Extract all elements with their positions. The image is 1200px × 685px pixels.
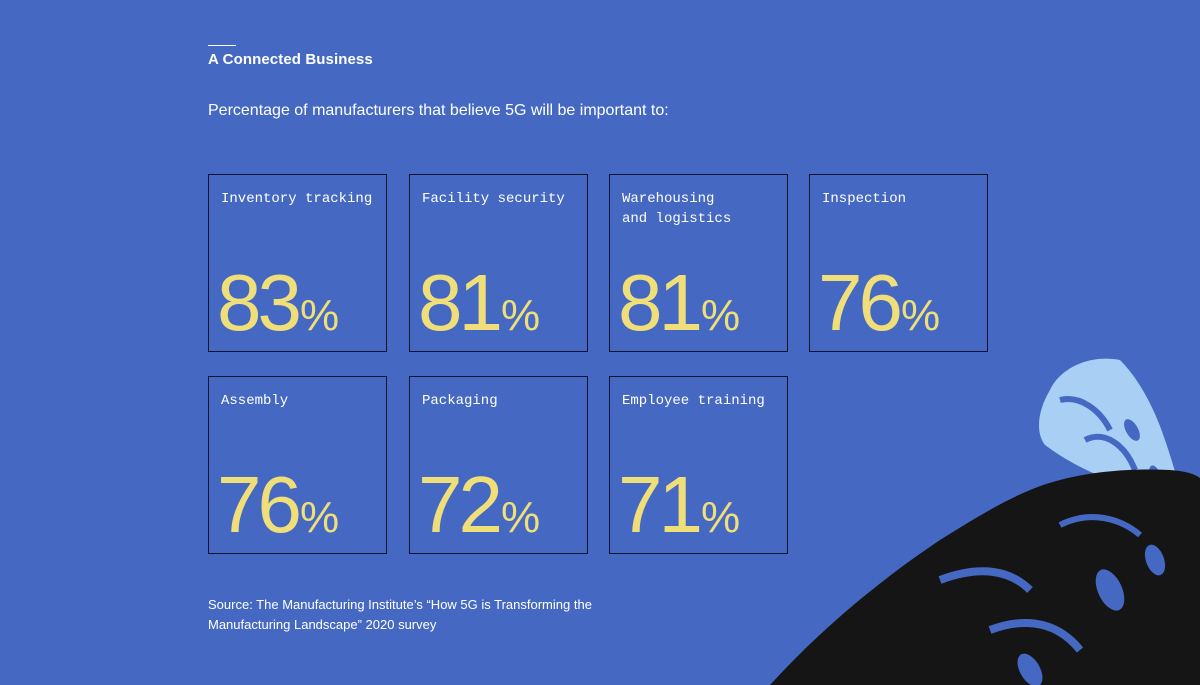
stat-card: Inspection 76% (809, 174, 988, 352)
stat-card-label: Employee training (622, 393, 765, 409)
source-note: Source: The Manufacturing Institute’s “H… (208, 597, 592, 632)
stat-value-number: 81 (618, 258, 703, 347)
stat-card: Employee training 71% (609, 376, 788, 554)
section-title: A Connected Business (208, 51, 373, 68)
dark-leaf-shape (770, 469, 1200, 685)
stat-card-value: 81% (418, 263, 540, 343)
chart-subtitle: Percentage of manufacturers that believe… (208, 102, 669, 119)
stat-card-value: 76% (818, 263, 940, 343)
stat-card: Inventory tracking 83% (208, 174, 387, 352)
stat-card-label: Facility security (422, 191, 565, 207)
title-rule (208, 45, 236, 46)
stat-card-value: 76% (217, 465, 339, 545)
percent-sign: % (900, 291, 941, 340)
stat-value-number: 72 (418, 460, 503, 549)
stat-card-value: 81% (618, 263, 740, 343)
percent-sign: % (299, 291, 340, 340)
stat-value-number: 83 (217, 258, 302, 347)
leaf-decoration (770, 358, 1200, 685)
percent-sign: % (500, 493, 541, 542)
stat-card-label: Inventory tracking (221, 191, 373, 207)
stat-card-label: Warehousing and logistics (622, 191, 732, 227)
stat-card-label: Inspection (822, 191, 907, 207)
stat-value-number: 76 (818, 258, 903, 347)
stat-card-label: Packaging (422, 393, 498, 409)
stat-card: Assembly 76% (208, 376, 387, 554)
stat-card: Facility security 81% (409, 174, 588, 352)
stat-card: Packaging 72% (409, 376, 588, 554)
stat-value-number: 81 (418, 258, 503, 347)
stat-value-number: 71 (618, 460, 703, 549)
percent-sign: % (700, 291, 741, 340)
percent-sign: % (500, 291, 541, 340)
stat-card-value: 71% (618, 465, 740, 545)
percent-sign: % (700, 493, 741, 542)
percent-sign: % (299, 493, 340, 542)
stat-card-label: Assembly (221, 393, 289, 409)
stat-card-value: 72% (418, 465, 540, 545)
stat-card-value: 83% (217, 263, 339, 343)
stat-value-number: 76 (217, 460, 302, 549)
stat-card: Warehousing and logistics 81% (609, 174, 788, 352)
